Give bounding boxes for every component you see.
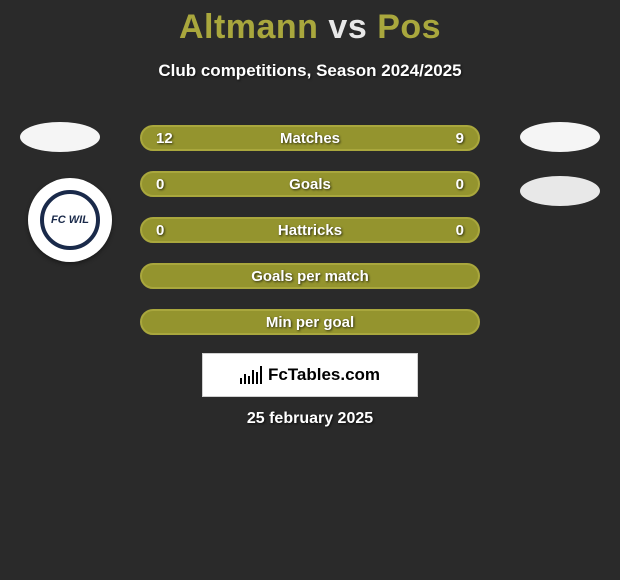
player1-club-badge: FC WIL: [28, 178, 112, 262]
stat-left-value: 0: [156, 222, 164, 239]
subtitle: Club competitions, Season 2024/2025: [0, 61, 620, 81]
stat-label: Goals: [142, 176, 478, 193]
player2-name: Pos: [377, 8, 441, 46]
stat-right-value: 0: [456, 176, 464, 193]
stat-row-goals: 0 Goals 0: [140, 171, 480, 197]
stats-rows: 12 Matches 9 0 Goals 0 0 Hattricks 0 Goa…: [140, 125, 480, 355]
stat-left-value: 0: [156, 176, 164, 193]
stat-row-hattricks: 0 Hattricks 0: [140, 217, 480, 243]
comparison-title: Altmann vs Pos: [0, 0, 620, 47]
stat-row-goals-per-match: Goals per match: [140, 263, 480, 289]
player2-club-badge: [520, 176, 600, 206]
player1-name: Altmann: [179, 8, 319, 46]
chart-icon: [240, 366, 262, 384]
stat-row-min-per-goal: Min per goal: [140, 309, 480, 335]
club-badge-text: FC WIL: [40, 190, 100, 250]
player1-country-badge: [20, 122, 100, 152]
player2-country-badge: [520, 122, 600, 152]
stat-right-value: 0: [456, 222, 464, 239]
stat-label: Matches: [142, 130, 478, 147]
stat-label: Hattricks: [142, 222, 478, 239]
stat-right-value: 9: [456, 130, 464, 147]
brand-text: FcTables.com: [268, 365, 380, 385]
stat-label: Min per goal: [142, 314, 478, 331]
stat-label: Goals per match: [142, 268, 478, 285]
stat-row-matches: 12 Matches 9: [140, 125, 480, 151]
date-label: 25 february 2025: [0, 410, 620, 428]
stat-left-value: 12: [156, 130, 173, 147]
brand-logo[interactable]: FcTables.com: [202, 353, 418, 397]
vs-separator: vs: [328, 8, 367, 46]
